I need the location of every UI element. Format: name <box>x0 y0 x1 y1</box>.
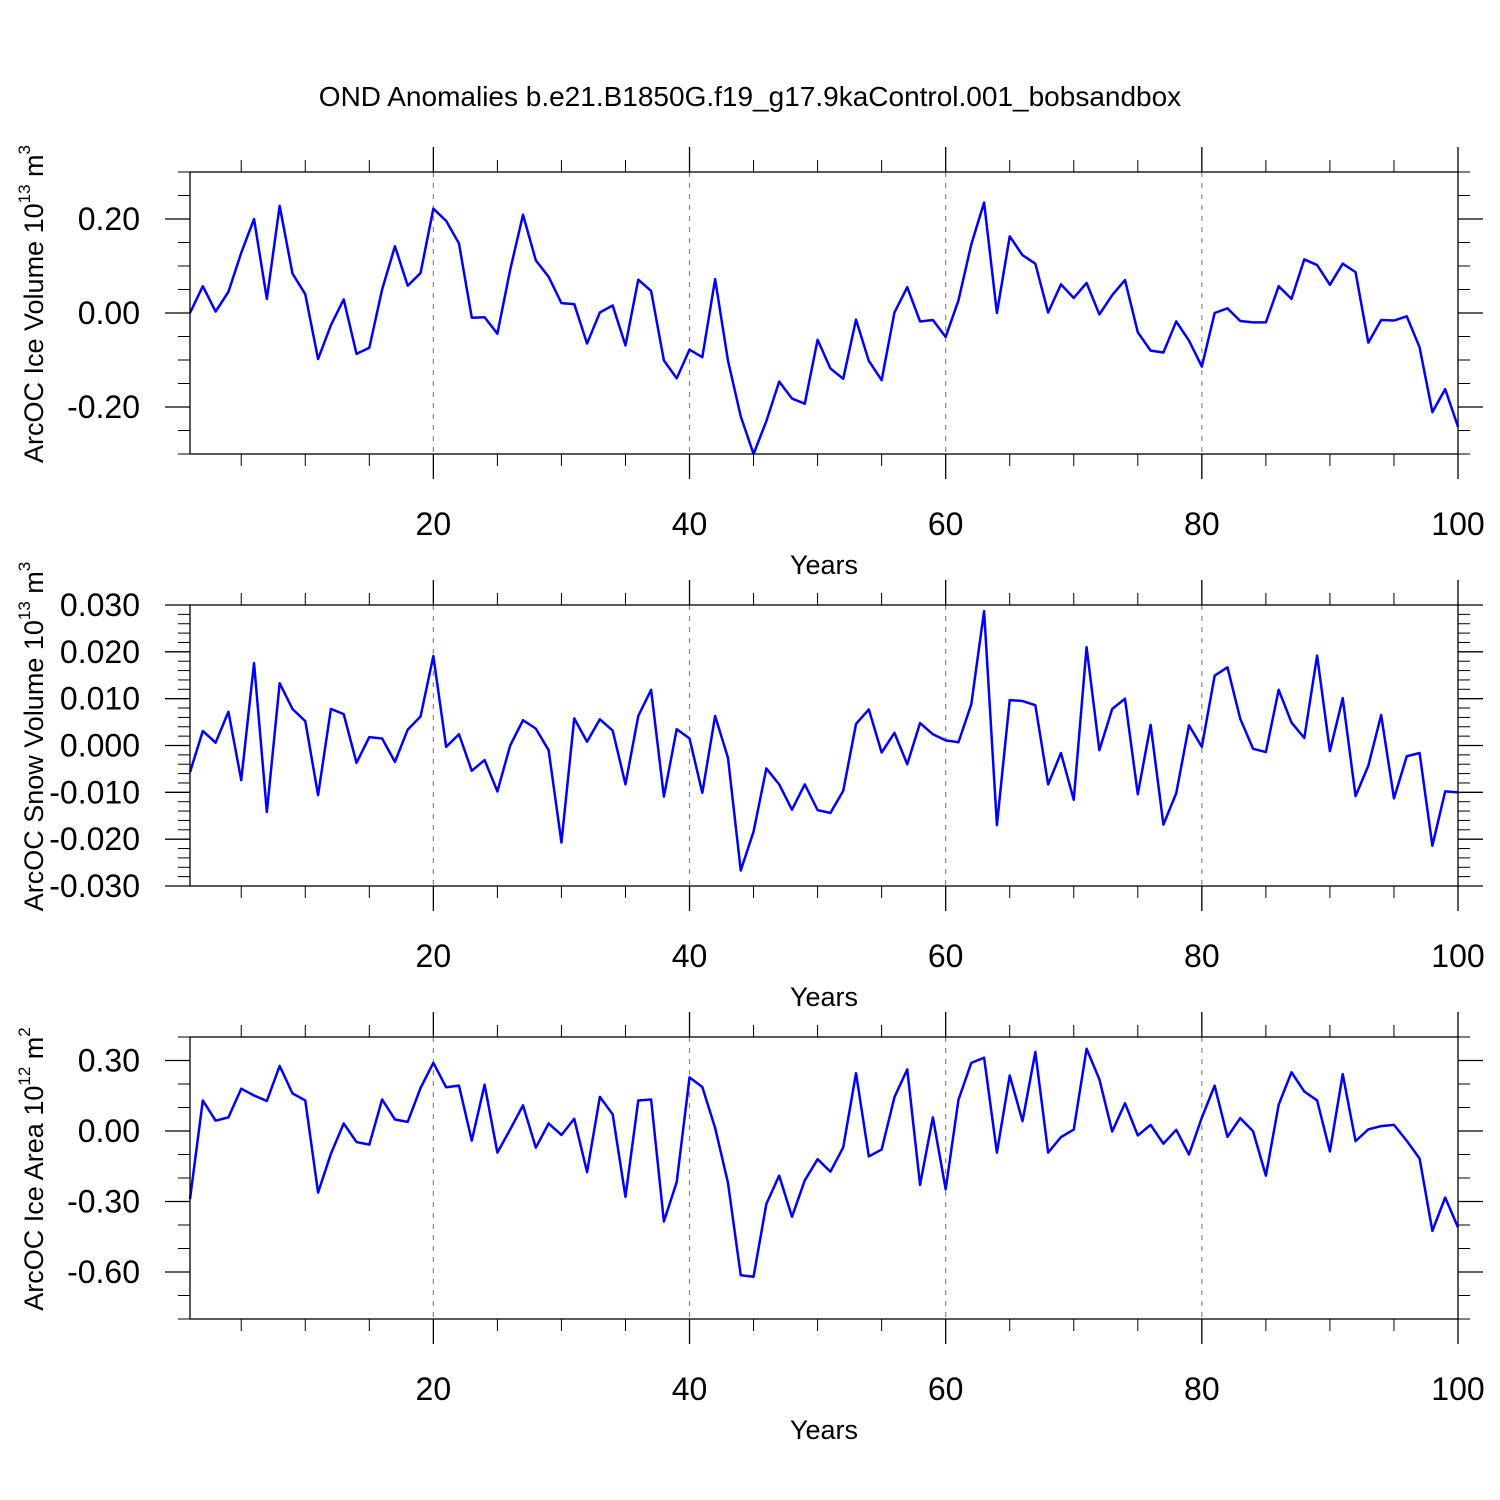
x-tick-labels: 20 40 60 80 100 <box>416 506 1485 542</box>
y-tick-label-0-30: 0.30 <box>78 1043 140 1079</box>
y-tick-label-0-030: -0.030 <box>49 868 140 904</box>
x-tick-label-20: 20 <box>416 506 452 542</box>
x-tick-label-20: 20 <box>416 938 452 974</box>
y-tick-labels: -0.20 0.00 0.20 <box>67 201 140 425</box>
y-tick-label-0-60: -0.60 <box>67 1254 140 1290</box>
y-tick-label-0-20: -0.20 <box>67 389 140 425</box>
y-tick-label-0-010: -0.010 <box>49 774 140 810</box>
y-axis-label: ArcOC Ice Area 1012 m2 <box>15 1027 49 1311</box>
x-grid <box>432 1037 1203 1319</box>
x-tick-label-60: 60 <box>928 1371 964 1407</box>
x-grid <box>432 605 1203 886</box>
y-tick-label-0-030: 0.030 <box>60 587 140 623</box>
minor-ticks <box>178 593 1470 898</box>
panel-ice-area: -0.60 -0.30 0.00 0.30 20 40 60 80 100 Years Arc… <box>15 1012 1485 1445</box>
x-tick-label-60: 60 <box>928 506 964 542</box>
y-tick-label-0-30: -0.30 <box>67 1184 140 1220</box>
y-tick-label-0-010: 0.010 <box>60 681 140 717</box>
x-tick-label-80: 80 <box>1184 1371 1220 1407</box>
series-line-ice-area <box>188 1047 1460 1278</box>
panel-ice-volume: -0.20 0.00 0.20 20 40 60 80 100 Years ArcOC Ic… <box>15 145 1485 580</box>
chart-title: OND Anomalies b.e21.B1850G.f19_g17.9kaCo… <box>319 81 1181 112</box>
y-tick-label-0-20: 0.20 <box>78 201 140 237</box>
x-grid <box>432 172 1203 454</box>
x-tick-label-40: 40 <box>672 938 708 974</box>
x-axis-label: Years <box>790 550 858 580</box>
series-line-ice-volume <box>188 201 1460 456</box>
x-tick-label-20: 20 <box>416 1371 452 1407</box>
y-tick-label-0-020: 0.020 <box>60 634 140 670</box>
y-tick-labels: -0.030 -0.020 -0.010 0.000 0.010 0.020 0.030 <box>49 587 140 904</box>
x-tick-label-60: 60 <box>928 938 964 974</box>
y-axis-label: ArcOC Ice Volume 1013 m3 <box>15 145 49 463</box>
y-tick-label-0-00: 0.00 <box>78 1113 140 1149</box>
x-tick-label-80: 80 <box>1184 938 1220 974</box>
plot-frame <box>189 171 1459 455</box>
x-tick-labels: 20 40 60 80 100 <box>416 1371 1485 1407</box>
panel-snow-volume: -0.030 -0.020 -0.010 0.000 0.010 0.020 0.030 2… <box>15 562 1485 1012</box>
y-tick-label-0-020: -0.020 <box>49 821 140 857</box>
x-tick-label-40: 40 <box>672 506 708 542</box>
minor-ticks <box>178 160 1470 466</box>
y-axis-label: ArcOC Snow Volume 1013 m3 <box>15 562 49 912</box>
x-tick-labels: 20 40 60 80 100 <box>416 938 1485 974</box>
x-axis-label: Years <box>790 982 858 1012</box>
series-line-snow-volume <box>188 609 1459 872</box>
x-tick-label-100: 100 <box>1431 1371 1484 1407</box>
x-tick-label-100: 100 <box>1431 506 1484 542</box>
minor-ticks <box>178 1025 1470 1331</box>
x-axis-label: Years <box>790 1415 858 1445</box>
major-ticks <box>165 580 1483 911</box>
x-tick-label-80: 80 <box>1184 506 1220 542</box>
x-tick-label-40: 40 <box>672 1371 708 1407</box>
major-ticks <box>165 147 1483 479</box>
y-tick-label-0-00: 0.00 <box>78 295 140 331</box>
plot-frame <box>189 1036 1459 1320</box>
y-tick-label-0-000: 0.000 <box>60 728 140 764</box>
y-tick-labels: -0.60 -0.30 0.00 0.30 <box>67 1043 140 1291</box>
major-ticks <box>165 1012 1483 1344</box>
x-tick-label-100: 100 <box>1431 938 1484 974</box>
plot-frame <box>189 604 1459 887</box>
